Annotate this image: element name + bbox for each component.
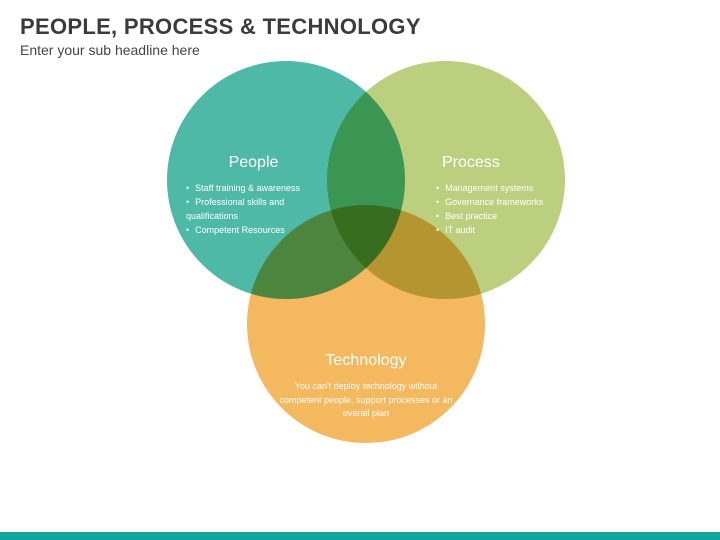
- venn-content-technology: Technology You can't deploy technology w…: [276, 352, 456, 421]
- venn-bullets-people: Staff training & awarenessProfessional s…: [186, 182, 321, 238]
- slide-header: PEOPLE, PROCESS & TECHNOLOGY Enter your …: [0, 0, 720, 58]
- bullet-item: Governance frameworks: [436, 196, 571, 210]
- bullet-item: Competent Resources: [186, 224, 321, 238]
- bullet-item: Professional skills and qualifications: [186, 196, 321, 224]
- bullet-item: Staff training & awareness: [186, 182, 321, 196]
- bullet-item: Management systems: [436, 182, 571, 196]
- venn-bullets-process: Management systemsGovernance frameworksB…: [436, 182, 571, 238]
- venn-label-technology: Technology: [276, 352, 456, 370]
- bullet-item: Best practice: [436, 210, 571, 224]
- footer-accent-bar: [0, 532, 720, 540]
- venn-diagram: People Staff training & awarenessProfess…: [0, 60, 720, 530]
- slide-subtitle: Enter your sub headline here: [20, 42, 700, 58]
- venn-content-process: Process Management systemsGovernance fra…: [436, 154, 571, 238]
- venn-body-technology: You can't deploy technology without comp…: [276, 380, 456, 421]
- venn-label-people: People: [186, 154, 321, 172]
- venn-label-process: Process: [436, 154, 571, 172]
- slide-title: PEOPLE, PROCESS & TECHNOLOGY: [20, 14, 700, 40]
- venn-content-people: People Staff training & awarenessProfess…: [186, 154, 321, 238]
- bullet-item: IT audit: [436, 224, 571, 238]
